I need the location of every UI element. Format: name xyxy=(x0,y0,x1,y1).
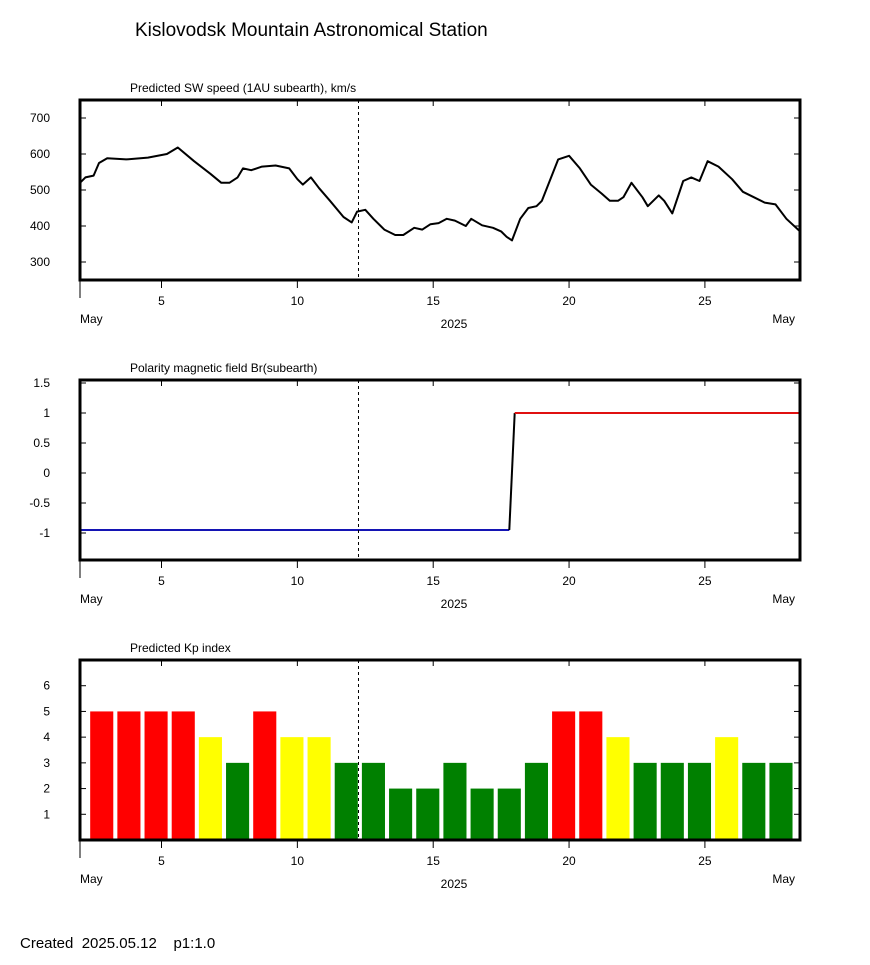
y-tick-label: 2 xyxy=(43,782,50,796)
x-axis-month-right: May xyxy=(772,312,795,326)
x-tick-label: 15 xyxy=(427,574,441,588)
kp-bar xyxy=(198,737,222,840)
kp-bar xyxy=(633,762,657,840)
x-axis-month-right: May xyxy=(772,592,795,606)
y-tick-label: 500 xyxy=(30,183,50,197)
x-axis-month-right: May xyxy=(772,872,795,886)
footer: Created 2025.05.12 p1:1.0 xyxy=(20,935,215,952)
plot-frame xyxy=(78,658,802,842)
y-tick-label: 400 xyxy=(30,219,50,233)
y-tick-label: 1 xyxy=(43,807,50,821)
x-axis-month-left: May xyxy=(80,872,103,886)
chart-title: Predicted SW speed (1AU subearth), km/s xyxy=(130,81,356,95)
x-tick-label: 20 xyxy=(562,294,576,308)
y-tick-label: 300 xyxy=(30,255,50,269)
chart-panel-1: Predicted SW speed (1AU subearth), km/s 3… xyxy=(30,81,802,331)
x-axis-year: 2025 xyxy=(441,317,468,331)
x-tick-label: 5 xyxy=(158,294,165,308)
y-tick-label: 5 xyxy=(43,704,50,718)
plot-frame xyxy=(78,378,802,562)
kp-bar xyxy=(226,762,250,840)
x-tick-label: 20 xyxy=(562,574,576,588)
kp-bar xyxy=(552,711,576,840)
kp-bar xyxy=(280,737,304,840)
plot-frame xyxy=(78,98,802,282)
kp-bar xyxy=(253,711,277,840)
series-line-1 xyxy=(79,146,801,242)
kp-bar xyxy=(90,711,114,840)
kp-bar xyxy=(144,711,168,840)
kp-bar xyxy=(579,711,603,840)
kp-bar xyxy=(334,762,358,840)
y-tick-label: 600 xyxy=(30,147,50,161)
x-tick-label: 5 xyxy=(158,854,165,868)
x-tick-label: 20 xyxy=(562,854,576,868)
kp-bar xyxy=(715,737,739,840)
y-tick-label: 0 xyxy=(43,466,50,480)
x-tick-label: 25 xyxy=(698,574,712,588)
kp-bar xyxy=(416,788,440,840)
x-axis-month-left: May xyxy=(80,312,103,326)
kp-bar xyxy=(389,788,413,840)
y-tick-label: 4 xyxy=(43,730,50,744)
kp-bar xyxy=(742,762,766,840)
page-title: Kislovodsk Mountain Astronomical Station xyxy=(135,20,488,41)
x-tick-label: 25 xyxy=(698,854,712,868)
x-tick-label: 10 xyxy=(291,574,305,588)
y-tick-label: 1 xyxy=(43,406,50,420)
kp-bar xyxy=(443,762,467,840)
x-axis-year: 2025 xyxy=(441,877,468,891)
kp-bar xyxy=(470,788,494,840)
x-tick-label: 10 xyxy=(291,294,305,308)
chart-title: Polarity magnetic field Br(subearth) xyxy=(130,361,317,375)
kp-bar xyxy=(361,762,385,840)
x-tick-label: 10 xyxy=(291,854,305,868)
x-axis-year: 2025 xyxy=(441,597,468,611)
created-label: Created xyxy=(20,935,74,952)
chart-panel-2: Polarity magnetic field Br(subearth) -1 -0… xyxy=(29,361,802,611)
kp-bar xyxy=(117,711,141,840)
created-date: 2025.05.12 xyxy=(81,935,157,952)
kp-bar xyxy=(524,762,548,840)
charts-canvas: Predicted SW speed (1AU subearth), km/s 3… xyxy=(29,81,802,891)
x-tick-label: 5 xyxy=(158,574,165,588)
x-tick-label: 15 xyxy=(427,294,441,308)
kp-bar xyxy=(606,737,630,840)
y-tick-label: 6 xyxy=(43,679,50,693)
y-tick-label: -1 xyxy=(39,526,50,540)
x-tick-label: 25 xyxy=(698,294,712,308)
kp-bar xyxy=(660,762,684,840)
page-version: p1:1.0 xyxy=(173,935,216,952)
x-tick-label: 15 xyxy=(427,854,441,868)
y-tick-label: 700 xyxy=(30,111,50,125)
kp-bar xyxy=(497,788,521,840)
kp-bar xyxy=(687,762,712,840)
kp-bar xyxy=(171,711,195,840)
x-axis-month-left: May xyxy=(80,592,103,606)
kp-bar xyxy=(307,737,331,840)
y-tick-label: 1.5 xyxy=(33,376,50,390)
series-line-2 xyxy=(508,412,516,531)
y-tick-label: -0.5 xyxy=(29,496,50,510)
kp-bar xyxy=(769,762,793,840)
chart-title: Predicted Kp index xyxy=(130,641,231,655)
y-tick-label: 3 xyxy=(43,756,50,770)
y-tick-label: 0.5 xyxy=(33,436,50,450)
